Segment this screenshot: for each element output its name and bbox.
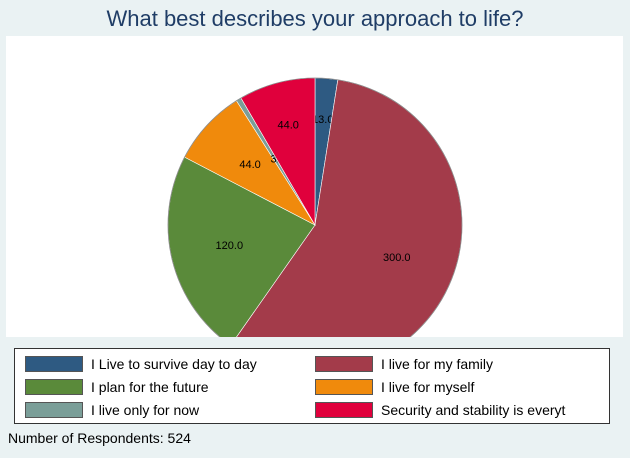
- legend-swatch: [25, 379, 83, 395]
- legend-swatch: [315, 402, 373, 418]
- pie-slice-label-6: 44.0: [277, 120, 298, 132]
- legend-label: I live only for now: [91, 402, 200, 418]
- legend-label: I live for my family: [381, 356, 494, 372]
- pie-slice-label-4: 44.0: [239, 159, 260, 171]
- pie-slice-label-3: 120.0: [216, 240, 244, 252]
- legend-item: I live for myself: [315, 377, 474, 397]
- legend-item: Security and stability is everyt: [315, 400, 565, 420]
- legend-label: I plan for the future: [91, 379, 209, 395]
- legend-item: I live only for now: [25, 400, 199, 420]
- legend-label: I live for myself: [381, 379, 475, 395]
- legend-item: I live for my family: [315, 354, 493, 374]
- pie-slice-label-2: 300.0: [383, 252, 411, 264]
- chart-title: What best describes your approach to lif…: [106, 6, 524, 31]
- legend-swatch: [315, 379, 373, 395]
- legend-label: I Live to survive day to day: [91, 356, 257, 372]
- legend-item: I Live to survive day to day: [25, 354, 257, 374]
- legend-swatch: [315, 356, 373, 372]
- respondents-note: Number of Respondents: 524: [8, 430, 191, 446]
- legend-swatch: [25, 356, 83, 372]
- legend: I Live to survive day to day I live for m…: [14, 348, 610, 424]
- legend-swatch: [25, 402, 83, 418]
- legend-item: I plan for the future: [25, 377, 209, 397]
- pie-outline: [167, 77, 463, 337]
- legend-label: Security and stability is everyt: [381, 402, 566, 418]
- pie-slice-label-1: 13.0: [312, 114, 333, 126]
